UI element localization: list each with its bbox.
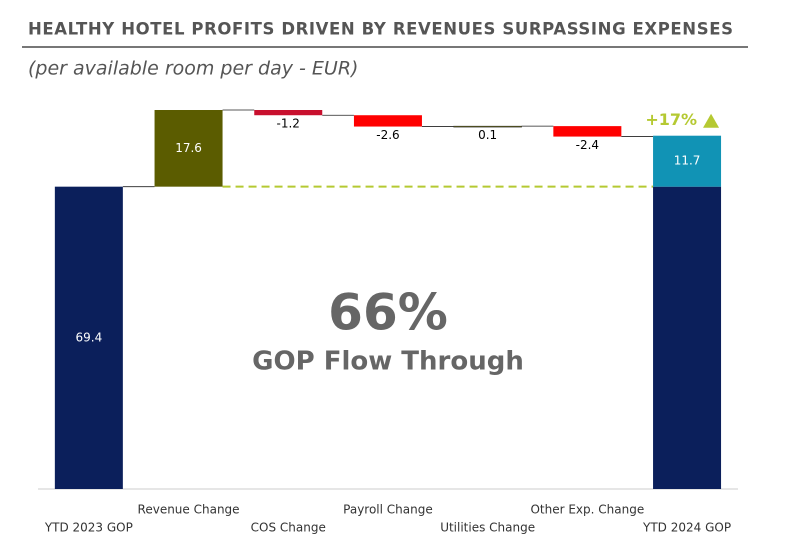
bar xyxy=(453,125,522,128)
x-tick-label: Other Exp. Change xyxy=(530,503,644,517)
bar xyxy=(154,110,223,187)
x-tick-label: Utilities Change xyxy=(440,521,535,535)
bar xyxy=(54,186,123,489)
value-label: -2.6 xyxy=(376,128,399,142)
base-bar xyxy=(653,186,722,489)
chart-subtitle: (per available room per day - EUR) xyxy=(28,58,358,80)
value-label: -2.4 xyxy=(576,138,599,152)
value-label: 17.6 xyxy=(175,141,202,155)
x-tick-label: YTD 2024 GOP xyxy=(642,521,731,535)
value-label: 11.7 xyxy=(674,154,701,168)
center-label: GOP Flow Through xyxy=(252,347,524,377)
up-triangle xyxy=(703,113,720,128)
change-annotation: +17% xyxy=(645,110,697,129)
value-label: 69.4 xyxy=(75,330,102,344)
center-value: 66% xyxy=(328,284,448,342)
value-label: -1.2 xyxy=(277,117,300,131)
bar xyxy=(353,115,422,127)
bar xyxy=(553,126,622,137)
x-tick-label: Revenue Change xyxy=(138,503,240,517)
value-label: 0.1 xyxy=(478,128,497,142)
bar xyxy=(254,110,323,116)
chart-title: HEALTHY HOTEL PROFITS DRIVEN BY REVENUES… xyxy=(28,20,734,39)
x-tick-label: Payroll Change xyxy=(343,503,433,517)
x-tick-label: COS Change xyxy=(251,521,326,535)
x-tick-label: YTD 2023 GOP xyxy=(44,521,133,535)
bar xyxy=(653,135,722,187)
